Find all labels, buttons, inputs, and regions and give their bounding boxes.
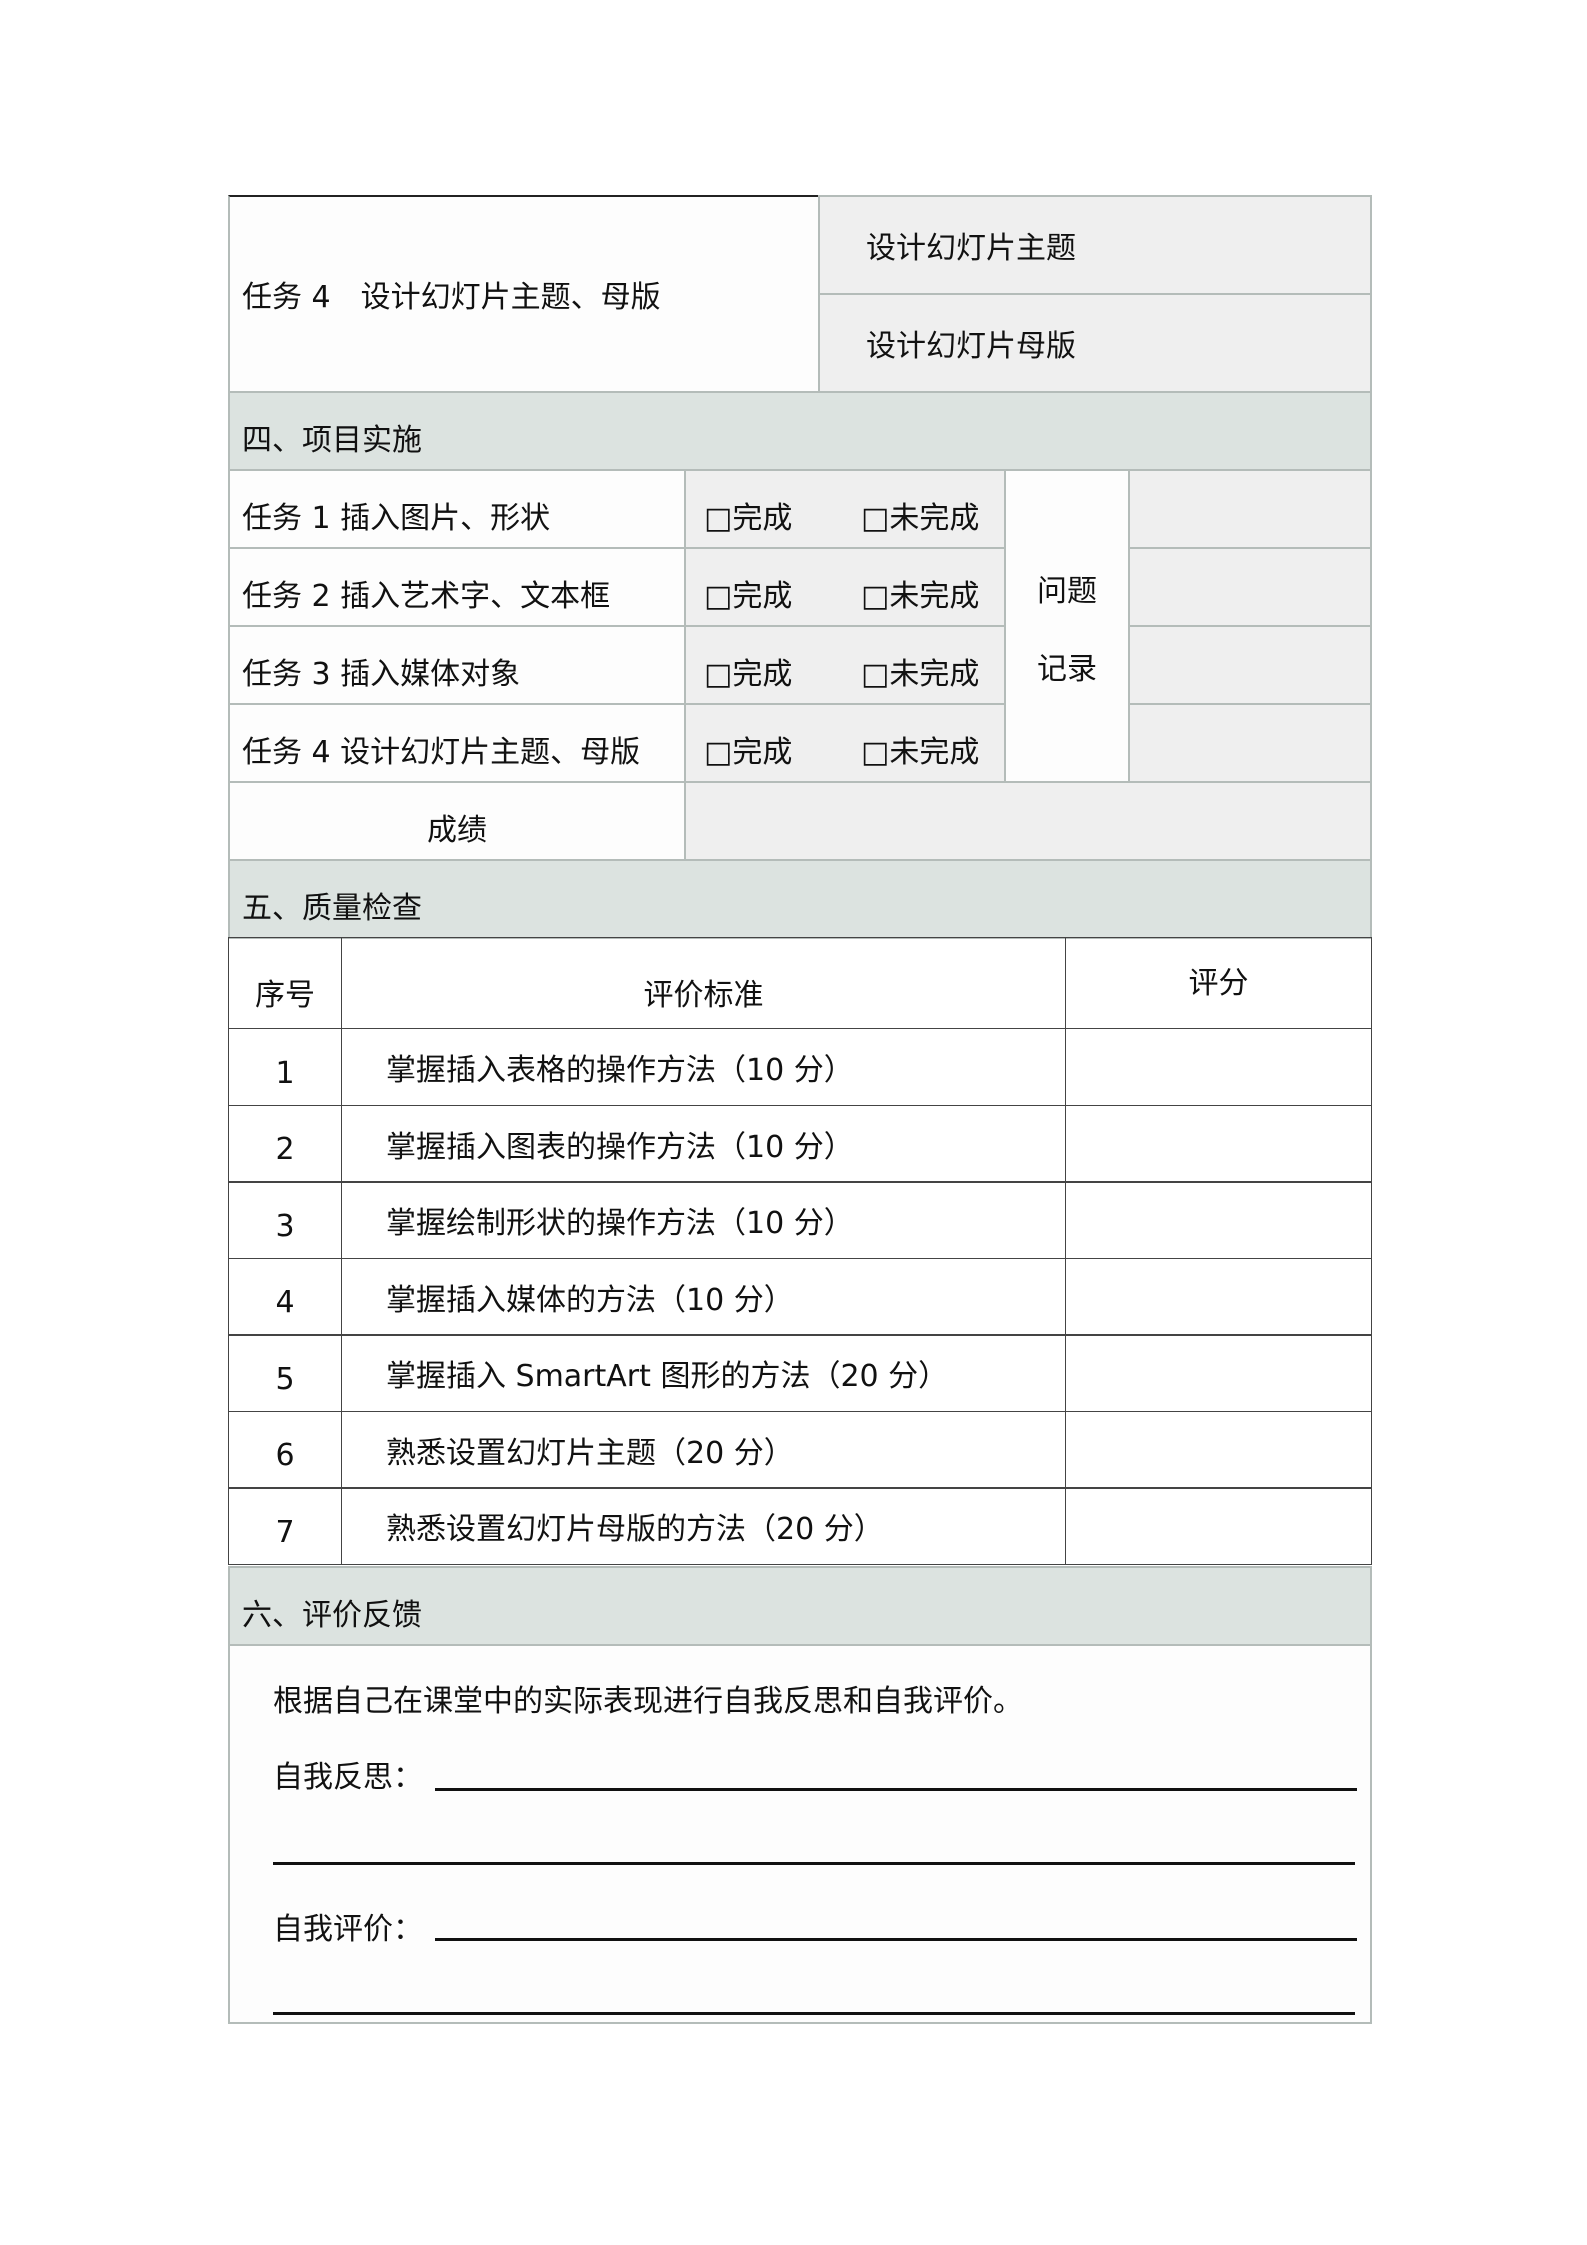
section-header: 四、项目实施 [228, 391, 1372, 471]
row-score-input[interactable] [1065, 1104, 1372, 1183]
header-index-text: 序号 [255, 978, 315, 1013]
row-index-text: 4 [275, 1285, 295, 1320]
task-name: 任务 1 插入图片、形状 [242, 501, 551, 536]
row-index: 2 [228, 1104, 342, 1183]
row-criteria-text: 掌握插入 SmartArt 图形的方法（20 分） [386, 1359, 949, 1394]
row-score-input[interactable] [1065, 1181, 1372, 1259]
problem-label: 问题 [1037, 574, 1097, 609]
section-title: 五、质量检查 [242, 891, 422, 926]
row-criteria: 熟悉设置幻灯片母版的方法（20 分） [341, 1487, 1066, 1565]
task4-label: 任务 4 设计幻灯片主题、母版 [242, 280, 661, 315]
score-label: 成绩 [427, 813, 487, 848]
task-row-label: 任务 2 插入艺术字、文本框 [228, 547, 686, 627]
done-checkbox[interactable]: □完成 [704, 579, 793, 614]
section-header: 五、质量检查 [228, 859, 1372, 939]
row-criteria: 掌握插入图表的操作方法（10 分） [341, 1104, 1066, 1183]
feedback-intro: 根据自己在课堂中的实际表现进行自我反思和自我评价。 [273, 1684, 1023, 1719]
task-row-label: 任务 3 插入媒体对象 [228, 625, 686, 705]
task-row-label: 任务 1 插入图片、形状 [228, 469, 686, 549]
status-cell: □完成 □未完成 [684, 703, 1006, 783]
row-index-text: 5 [275, 1361, 295, 1397]
row-score-input[interactable] [1065, 1487, 1372, 1565]
score-input[interactable] [684, 781, 1372, 861]
row-criteria-text: 掌握插入图表的操作方法（10 分） [386, 1129, 854, 1165]
task-name: 任务 3 插入媒体对象 [242, 657, 521, 692]
row-criteria-text: 熟悉设置幻灯片主题（20 分） [386, 1435, 794, 1471]
row-criteria-text: 掌握插入媒体的方法（10 分） [386, 1282, 794, 1318]
status-cell: □完成 □未完成 [684, 469, 1006, 549]
reflect-line-1[interactable] [435, 1788, 1357, 1791]
row-index: 3 [228, 1181, 342, 1259]
header-criteria-text: 评价标准 [643, 978, 764, 1013]
not-done-checkbox[interactable]: □未完成 [861, 501, 980, 536]
problem-record-input[interactable] [1128, 547, 1372, 627]
not-done-checkbox[interactable]: □未完成 [861, 735, 980, 770]
row-score-input[interactable] [1065, 1334, 1372, 1412]
problem-record-input[interactable] [1128, 469, 1372, 549]
evaluate-line-1[interactable] [435, 1938, 1357, 1941]
row-index: 5 [228, 1334, 342, 1412]
done-checkbox[interactable]: □完成 [704, 735, 793, 770]
row-index-text: 1 [275, 1055, 295, 1091]
done-checkbox[interactable]: □完成 [704, 657, 793, 692]
task-name: 任务 4 设计幻灯片主题、母版 [242, 735, 641, 770]
row-index: 6 [228, 1410, 342, 1489]
row-score-input[interactable] [1065, 1410, 1372, 1489]
header-index: 序号 [228, 937, 342, 1029]
task-name: 任务 2 插入艺术字、文本框 [242, 579, 611, 614]
task-row-label: 任务 4 设计幻灯片主题、母版 [228, 703, 686, 783]
row-index-text: 3 [275, 1208, 295, 1244]
subtask-label: 设计幻灯片主题 [866, 231, 1076, 266]
row-index: 7 [228, 1487, 342, 1565]
row-index: 4 [228, 1257, 342, 1336]
reflect-label: 自我反思： [273, 1760, 423, 1795]
problem-record-input[interactable] [1128, 625, 1372, 705]
section-title: 六、评价反馈 [242, 1598, 422, 1633]
row-criteria: 掌握绘制形状的操作方法（10 分） [341, 1181, 1066, 1259]
header-score: 评分 [1065, 937, 1372, 1029]
row-index: 1 [228, 1028, 342, 1106]
section-title: 四、项目实施 [242, 423, 422, 458]
status-cell: □完成 □未完成 [684, 547, 1006, 627]
row-index-text: 7 [275, 1514, 295, 1550]
row-criteria: 掌握插入媒体的方法（10 分） [341, 1257, 1066, 1336]
not-done-checkbox[interactable]: □未完成 [861, 657, 980, 692]
subtask-cell: 设计幻灯片主题 [818, 195, 1372, 295]
row-criteria: 掌握插入表格的操作方法（10 分） [341, 1028, 1066, 1106]
subtask-label: 设计幻灯片母版 [866, 329, 1076, 364]
row-index-text: 6 [275, 1438, 295, 1473]
subtask-cell: 设计幻灯片母版 [818, 293, 1372, 393]
row-index-text: 2 [275, 1132, 295, 1167]
row-criteria-text: 掌握插入表格的操作方法（10 分） [386, 1053, 854, 1088]
feedback-cell [228, 1644, 1372, 2024]
status-cell: □完成 □未完成 [684, 625, 1006, 705]
score-label-cell: 成绩 [228, 781, 686, 861]
row-criteria-text: 掌握绘制形状的操作方法（10 分） [386, 1206, 854, 1241]
row-criteria-text: 熟悉设置幻灯片母版的方法（20 分） [386, 1512, 884, 1547]
row-criteria: 熟悉设置幻灯片主题（20 分） [341, 1410, 1066, 1489]
task4-cell: 任务 4 设计幻灯片主题、母版 [228, 195, 820, 393]
evaluate-label: 自我评价： [273, 1912, 423, 1947]
section-header: 六、评价反馈 [228, 1566, 1372, 1646]
reflect-line-2[interactable] [273, 1862, 1355, 1865]
header-criteria: 评价标准 [341, 937, 1066, 1029]
row-score-input[interactable] [1065, 1257, 1372, 1336]
problem-record-input[interactable] [1128, 703, 1372, 783]
not-done-checkbox[interactable]: □未完成 [861, 579, 980, 614]
record-label: 记录 [1037, 652, 1097, 687]
row-criteria: 掌握插入 SmartArt 图形的方法（20 分） [341, 1334, 1066, 1412]
header-score-text: 评分 [1188, 966, 1249, 1001]
done-checkbox[interactable]: □完成 [704, 501, 793, 536]
evaluate-line-2[interactable] [273, 2012, 1355, 2015]
row-score-input[interactable] [1065, 1028, 1372, 1106]
problem-record-cell: 问题 记录 [1004, 469, 1130, 783]
